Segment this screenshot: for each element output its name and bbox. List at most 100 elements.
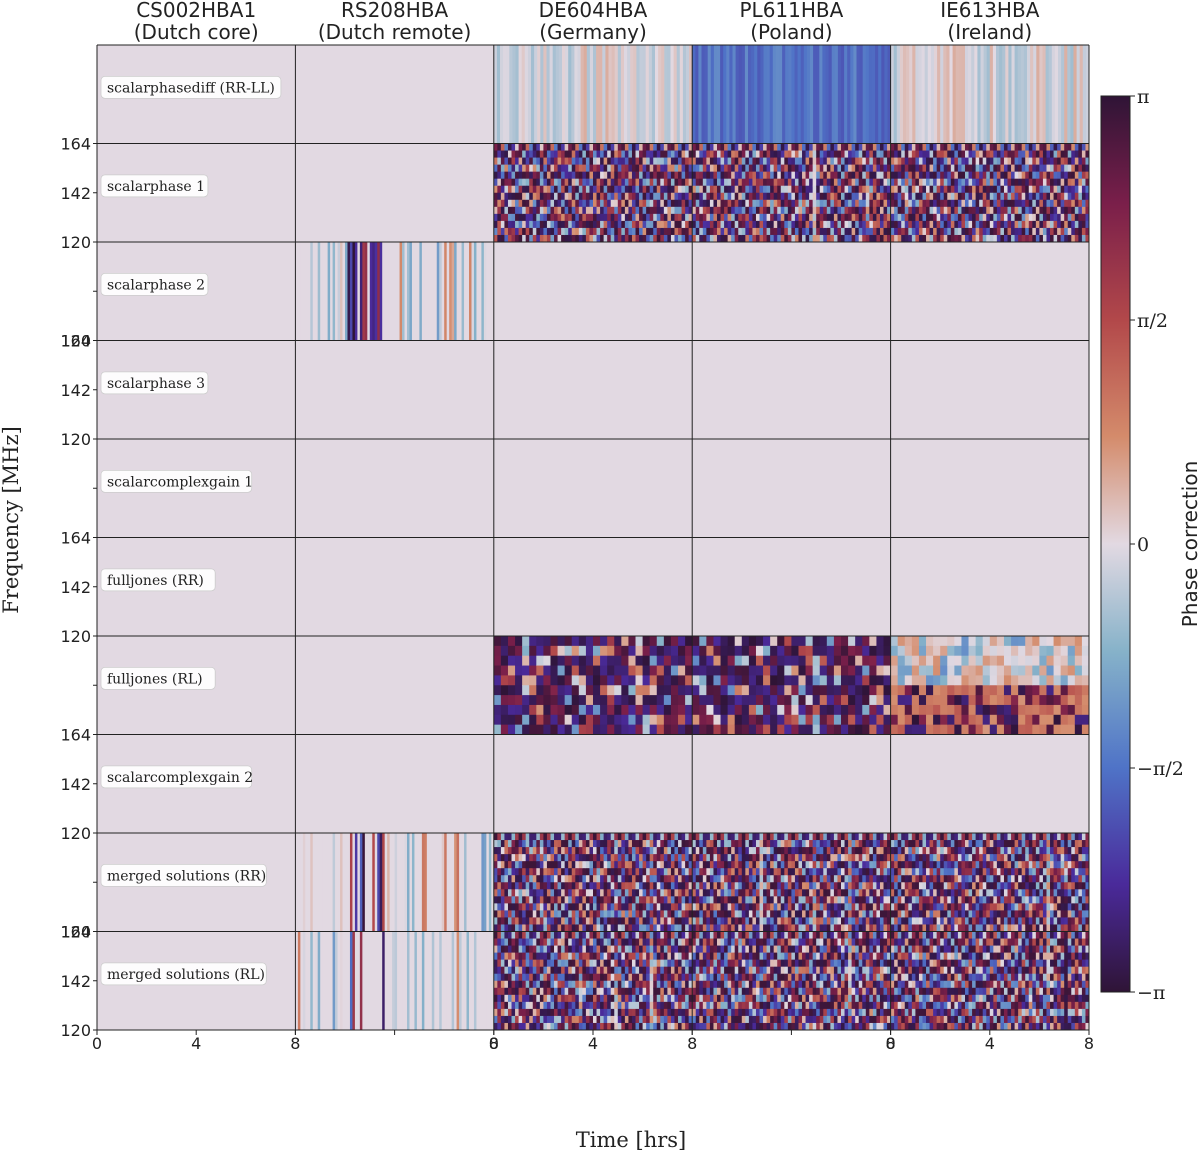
heatmap-panel (890, 636, 1089, 736)
x-tick-label: 8 (687, 1034, 697, 1053)
heatmap-panel (692, 340, 891, 439)
row-label: scalarphase 1 (100, 174, 209, 198)
heatmap-panel (493, 439, 693, 538)
heatmap-panel (692, 242, 891, 341)
heatmap-panel (295, 833, 495, 932)
colorbar-tick-label: 0 (1137, 534, 1149, 556)
colorbar-tick-label: −π/2 (1137, 758, 1184, 780)
station-region: (Ireland) (947, 20, 1032, 44)
y-axis-label: Frequency [MHz] (0, 426, 23, 614)
row-label: fulljones (RR) (100, 568, 216, 592)
heatmap-panel (493, 45, 693, 144)
x-tick-label: 0 (489, 1034, 499, 1053)
heatmap-panel (295, 734, 494, 833)
y-tick-label: 120 (60, 430, 91, 449)
heatmap-panel (692, 931, 892, 1030)
y-tick-label: 120 (60, 627, 91, 646)
station-name: DE604HBA (539, 0, 648, 22)
x-tick-label: 4 (588, 1034, 598, 1053)
x-tick-label: 4 (191, 1034, 201, 1053)
y-tick-label: 142 (60, 381, 91, 400)
heatmap-panel (692, 439, 891, 538)
y-tick-label: 120 (60, 332, 91, 351)
x-tick-label: 8 (886, 1034, 896, 1053)
heatmap-panel (295, 439, 494, 538)
heatmap-panel (890, 931, 1089, 1030)
row-label: merged solutions (RR) (100, 863, 267, 887)
heatmap-panel (890, 143, 1089, 243)
x-tick-label: 0 (92, 1034, 102, 1053)
row-label: scalarphase 3 (100, 371, 209, 395)
y-tick-label: 164 (60, 923, 91, 942)
heatmap-panel (890, 734, 1089, 833)
y-tick-labels: 1641421201201641421201641421201641421201… (60, 135, 97, 1040)
x-axis-label: Time [hrs] (576, 1128, 686, 1152)
row-labels: scalarphasediff (RR-LL) scalarphase 1 scal… (100, 75, 282, 986)
row-label: fulljones (RL) (100, 666, 216, 690)
heatmap-panel (493, 537, 693, 636)
panels (97, 45, 1089, 1030)
x-tick-label: 0 (886, 1034, 896, 1053)
colorbar-tick-label: π/2 (1137, 310, 1168, 332)
row-label: scalarphase 2 (100, 272, 209, 296)
colorbar-tick-label: −π (1137, 982, 1165, 1004)
y-tick-label: 120 (60, 923, 91, 942)
x-tick-label: 8 (1084, 1034, 1094, 1053)
y-tick-label: 120 (60, 233, 91, 252)
heatmap-panel (493, 242, 693, 341)
y-tick-label: 142 (60, 972, 91, 991)
heatmap-panel (890, 242, 1089, 341)
station-region: (Poland) (750, 20, 832, 44)
colorbar-label: Phase correction (1178, 461, 1200, 628)
y-tick-label: 142 (60, 184, 91, 203)
y-tick-label: 164 (60, 529, 91, 548)
heatmap-panel (890, 439, 1089, 538)
heatmap-panel (890, 537, 1089, 636)
heatmap-panel (295, 242, 495, 341)
colorbar-ticks: π π/2 0 −π/2 −π (1130, 86, 1184, 1004)
heatmap-panel (692, 734, 891, 833)
heatmap-panel (692, 833, 892, 933)
x-tick-label: 8 (489, 1034, 499, 1053)
heatmap-panel (493, 931, 693, 1030)
heatmap-panel (692, 45, 892, 144)
station-name: PL611HBA (739, 0, 843, 22)
heatmap-panel (295, 340, 494, 439)
station-name: CS002HBA1 (136, 0, 256, 22)
heatmap-panel (692, 143, 892, 243)
station-region: (Dutch remote) (318, 20, 472, 44)
heatmap-panel (295, 45, 494, 144)
x-tick-label: 4 (985, 1034, 995, 1053)
station-titles: CS002HBA1(Dutch core) RS208HBA(Dutch remo… (134, 0, 1040, 44)
row-label: merged solutions (RL) (100, 962, 267, 986)
grid-lines (96, 44, 1090, 1031)
row-label: scalarphasediff (RR-LL) (100, 75, 282, 99)
y-tick-label: 164 (60, 726, 91, 745)
y-tick-label: 164 (60, 332, 91, 351)
station-region: (Dutch core) (134, 20, 259, 44)
y-tick-label: 142 (60, 775, 91, 794)
row-label: scalarcomplexgain 2 (100, 765, 253, 789)
heatmap-panel (493, 143, 693, 243)
heatmap-panel (493, 340, 693, 439)
colorbar-tick-label: π (1137, 86, 1150, 108)
heatmap-panel (493, 734, 693, 833)
y-tick-label: 120 (60, 824, 91, 843)
colorbar: π π/2 0 −π/2 −π Phase correction (1100, 86, 1200, 1004)
heatmap-panel (295, 931, 495, 1030)
y-tick-label: 142 (60, 578, 91, 597)
station-name: IE613HBA (940, 0, 1039, 22)
x-tick-label: 8 (290, 1034, 300, 1053)
colorbar-gradient (1100, 95, 1131, 993)
station-region: (Germany) (539, 20, 647, 44)
heatmap-panel (493, 833, 693, 933)
x-tick-labels: 0 4 8 80 4 8 80 4 8 (92, 1030, 1094, 1053)
heatmap-panel (890, 340, 1089, 439)
heatmap-panel (692, 537, 891, 636)
y-tick-label: 120 (60, 1021, 91, 1040)
heatmap-panel (692, 636, 892, 736)
station-name: RS208HBA (341, 0, 449, 22)
heatmap-panel (890, 45, 1089, 144)
row-label: scalarcomplexgain 1 (100, 469, 253, 493)
